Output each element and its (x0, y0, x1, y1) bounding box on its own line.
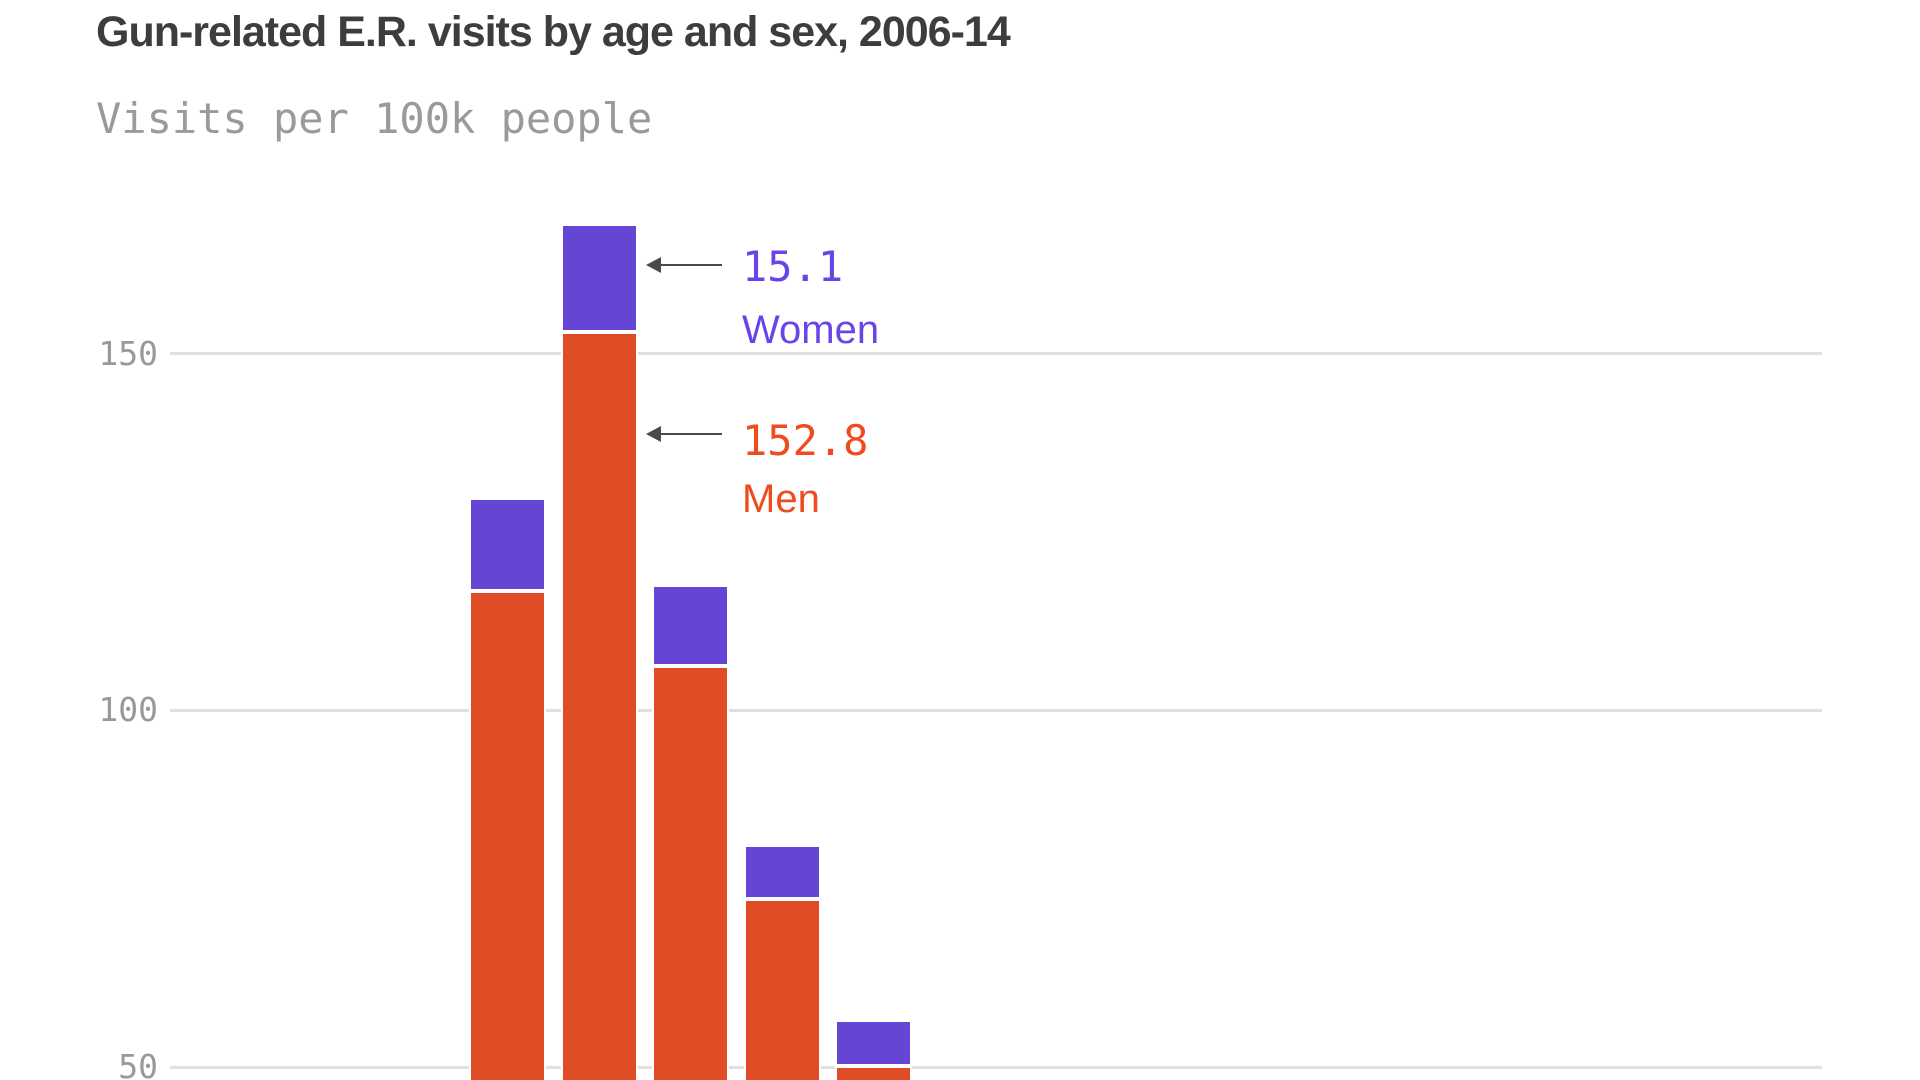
men-segment (562, 333, 636, 1080)
y-tick-label: 50 (118, 1047, 158, 1080)
arrow-head-icon (646, 426, 661, 442)
arrow-head-icon (646, 257, 661, 273)
women-segment (654, 587, 727, 664)
men-segment (471, 592, 544, 1080)
chart-subtitle: Visits per 100k people (96, 94, 653, 143)
annotation-arrow (646, 257, 722, 273)
y-tick-label: 100 (98, 690, 158, 730)
grid-line (170, 1065, 1822, 1069)
y-tick-label: 150 (98, 333, 158, 373)
annotation-value: 15.1 (742, 242, 844, 291)
men-segment (745, 900, 819, 1080)
chart-title: Gun-related E.R. visits by age and sex, … (96, 8, 1011, 56)
arrow-shaft (658, 433, 722, 435)
annotation-arrow (646, 426, 722, 442)
annotation-label: Men (742, 477, 820, 521)
grid-line (170, 708, 1822, 712)
women-segment (562, 226, 636, 330)
arrow-shaft (658, 264, 722, 266)
grid-line (170, 352, 1822, 356)
annotation-value: 152.8 (742, 416, 869, 465)
women-segment (471, 500, 544, 589)
women-segment (745, 846, 819, 897)
women-segment (837, 1022, 910, 1065)
annotation-label: Women (742, 308, 880, 352)
men-segment (654, 667, 727, 1080)
men-segment (837, 1068, 910, 1080)
